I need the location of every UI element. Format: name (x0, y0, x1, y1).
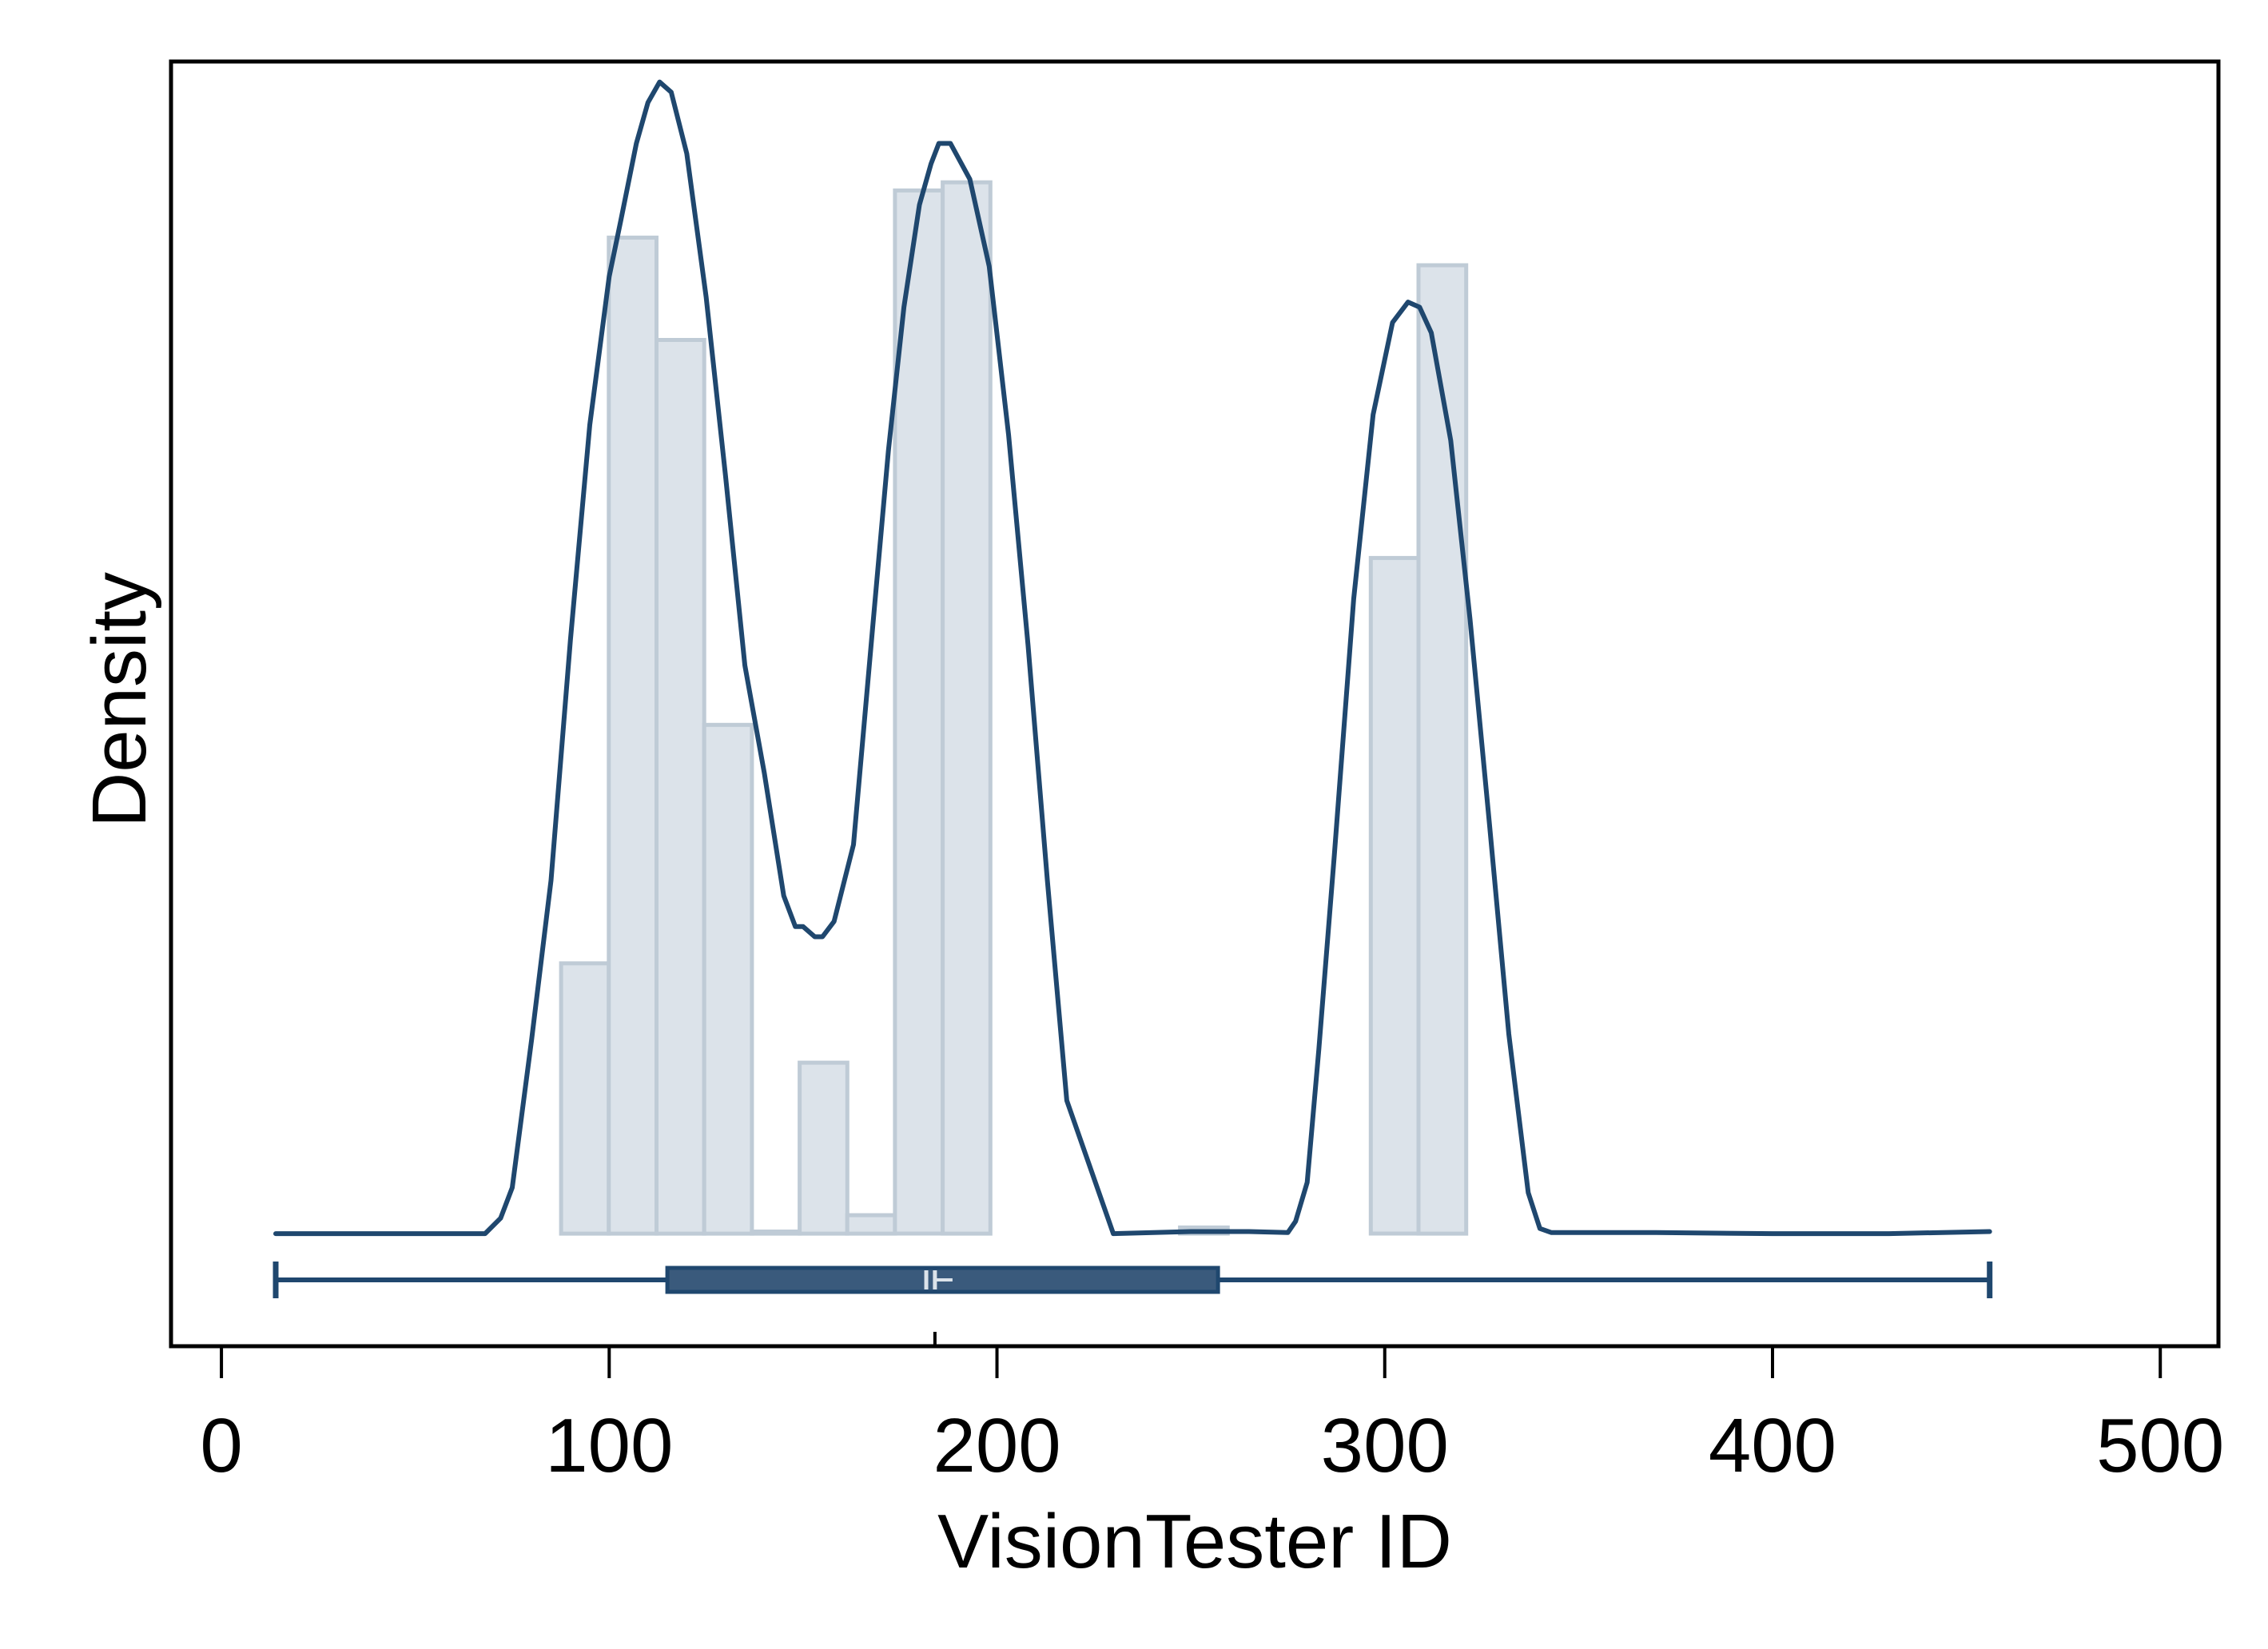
y-axis-label: Density (77, 572, 162, 828)
boxplot-layer (273, 1262, 1993, 1298)
histogram-bar (941, 180, 993, 1236)
histogram-bar (798, 1060, 850, 1236)
histogram-bars (559, 180, 1469, 1236)
x-axis-tick-label: 300 (1321, 1403, 1449, 1488)
x-axis-tick-label: 200 (933, 1403, 1060, 1488)
histogram-bar (1416, 263, 1469, 1236)
kde-curve (273, 79, 1992, 1237)
histogram-bar (655, 338, 706, 1236)
plot-frame (169, 59, 2221, 1349)
histogram-bar (702, 722, 754, 1236)
histogram-bar (607, 235, 659, 1236)
histogram-bar (559, 961, 611, 1236)
x-axis-tick-label: 400 (1709, 1403, 1836, 1488)
x-axis: 0 100 200 300 400 500 (200, 1332, 2224, 1488)
histogram-bar (845, 1213, 897, 1236)
x-axis-tick-label: 500 (2096, 1403, 2224, 1488)
histogram-bar (1368, 555, 1421, 1236)
histogram-bar (893, 188, 945, 1236)
histogram-bar (750, 1230, 802, 1236)
x-axis-tick-label: 100 (545, 1403, 673, 1488)
x-axis-tick-label: 0 (200, 1403, 242, 1488)
kde-curve-layer (273, 79, 1992, 1237)
x-axis-label: VisionTester ID (937, 1499, 1452, 1584)
